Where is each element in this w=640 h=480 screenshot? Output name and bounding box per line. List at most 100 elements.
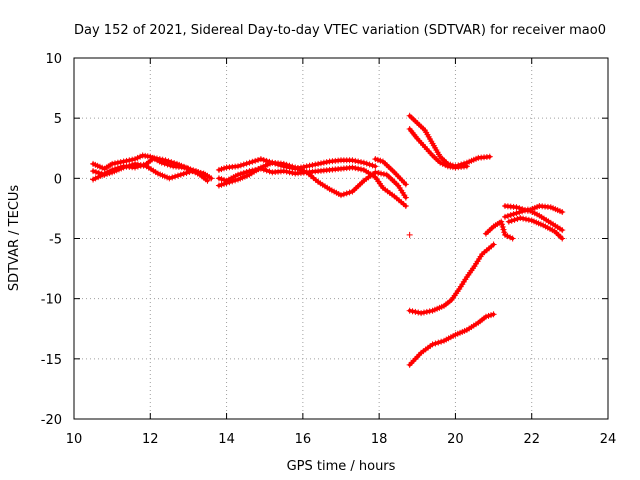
data-point	[137, 153, 144, 160]
data-point	[380, 171, 387, 178]
data-point	[420, 309, 427, 316]
data-point	[286, 162, 293, 169]
data-point	[522, 216, 529, 223]
data-point	[172, 173, 179, 180]
x-tick-label: 10	[66, 432, 83, 447]
data-point	[283, 168, 290, 175]
series-track-o	[505, 215, 566, 242]
data-point	[377, 157, 384, 164]
data-point	[514, 215, 521, 222]
data-point	[402, 203, 409, 210]
data-point	[169, 174, 176, 181]
x-tick-label: 18	[371, 432, 388, 447]
data-point	[237, 170, 244, 177]
data-point	[132, 164, 139, 171]
data-point	[486, 153, 493, 160]
data-point	[235, 163, 242, 170]
data-point	[151, 154, 158, 161]
data-point	[134, 154, 141, 161]
data-point	[317, 160, 324, 167]
data-point	[240, 169, 247, 176]
series-track-e	[215, 164, 409, 210]
data-point	[126, 157, 133, 164]
data-point	[306, 162, 313, 169]
data-point	[168, 159, 175, 166]
data-point	[437, 159, 444, 166]
data-point	[137, 162, 144, 169]
x-tick-label: 16	[295, 432, 312, 447]
data-point	[162, 157, 169, 164]
x-tick-label: 20	[447, 432, 464, 447]
data-point	[525, 216, 532, 223]
data-point	[406, 231, 413, 238]
data-point	[355, 158, 362, 165]
data-point	[166, 175, 173, 182]
data-point	[415, 309, 422, 316]
x-tick-label: 14	[218, 432, 235, 447]
data-point	[363, 160, 370, 167]
data-point	[374, 156, 381, 163]
data-point	[439, 160, 446, 167]
x-tick-label: 12	[142, 432, 159, 447]
data-point	[159, 156, 166, 163]
data-point	[463, 163, 470, 170]
data-point	[507, 212, 514, 219]
data-point	[174, 172, 181, 179]
data-point	[360, 159, 367, 166]
series-track-i	[406, 125, 470, 171]
data-point	[372, 163, 379, 170]
data-point	[513, 210, 520, 217]
data-point	[323, 159, 330, 166]
data-point	[252, 157, 259, 164]
data-point	[263, 167, 270, 174]
data-point	[215, 166, 222, 173]
data-point	[522, 207, 529, 214]
data-marks	[90, 112, 566, 368]
data-point	[112, 160, 119, 167]
data-point	[349, 164, 356, 171]
y-axis-label: SDTVAR / TECUs	[7, 185, 22, 292]
x-tick-label: 24	[600, 432, 617, 447]
axis-ticks	[73, 57, 609, 420]
data-point	[482, 313, 489, 320]
data-point	[315, 160, 322, 167]
data-point	[402, 181, 409, 188]
data-point	[402, 194, 409, 201]
data-point	[510, 211, 517, 218]
data-point	[372, 156, 379, 163]
data-point	[507, 234, 514, 241]
data-point	[502, 213, 509, 220]
data-point	[346, 189, 353, 196]
data-point	[516, 209, 523, 216]
y-tick-label: -10	[41, 293, 62, 308]
data-point	[109, 166, 116, 173]
data-point	[485, 312, 492, 319]
data-point	[246, 159, 253, 166]
data-point	[221, 165, 228, 172]
data-point	[255, 156, 262, 163]
series-track-n	[502, 206, 566, 234]
data-point	[112, 166, 119, 173]
data-point	[114, 165, 121, 172]
data-point	[218, 176, 225, 183]
data-point	[501, 229, 508, 236]
x-axis-label: GPS time / hours	[287, 459, 396, 474]
data-point	[289, 169, 296, 176]
data-point	[406, 307, 413, 314]
data-point	[129, 156, 136, 163]
series-track-l	[482, 218, 516, 242]
data-point	[208, 175, 215, 182]
data-point	[358, 159, 365, 166]
data-point	[114, 159, 121, 166]
grid-lines	[74, 58, 608, 419]
y-tick-label: -5	[49, 233, 62, 248]
data-point	[92, 169, 99, 176]
data-point	[349, 157, 356, 164]
data-point	[123, 157, 130, 164]
data-point	[429, 341, 436, 348]
data-point	[171, 159, 178, 166]
data-point	[409, 308, 416, 315]
data-point	[300, 163, 307, 170]
data-point	[134, 163, 141, 170]
data-point	[263, 157, 270, 164]
